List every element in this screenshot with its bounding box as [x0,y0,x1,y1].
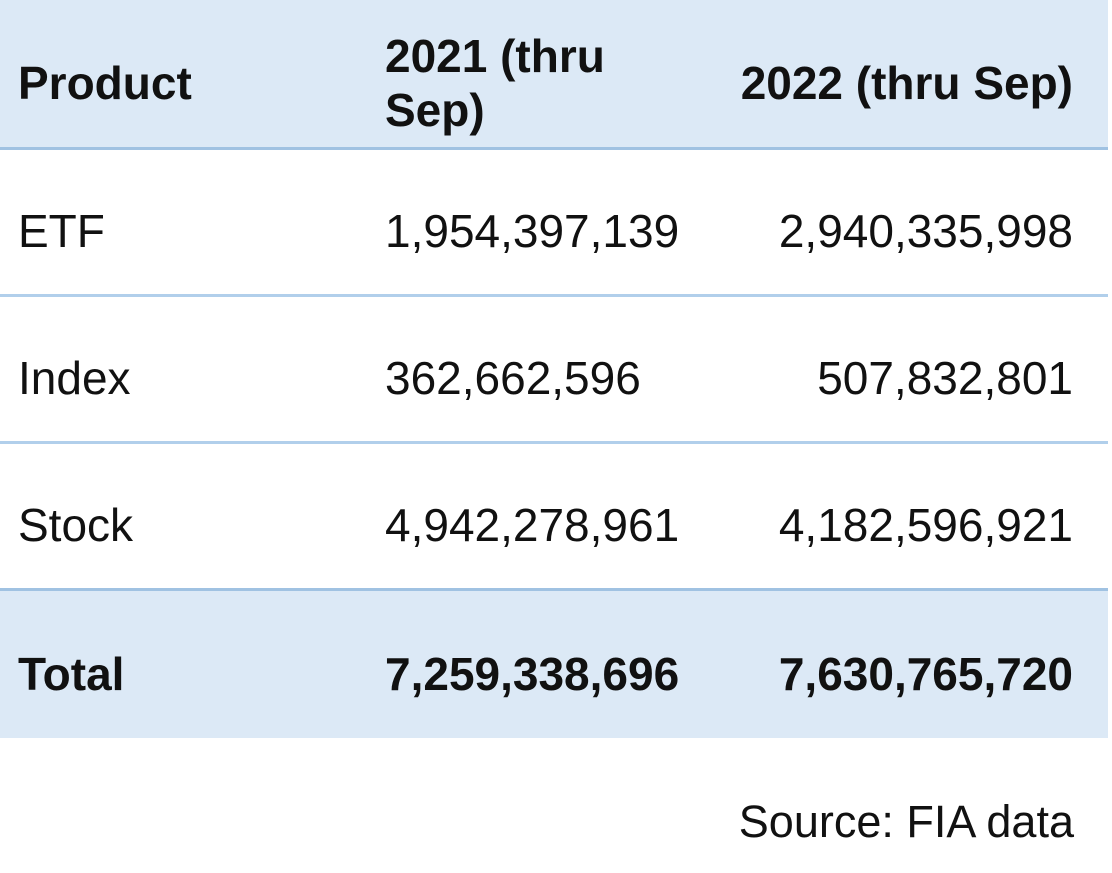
header-2022: 2022 (thru Sep) [740,56,1073,109]
value-2022-cell: 2,940,335,998 [778,205,1073,257]
value-2022-cell: 4,182,596,921 [778,499,1073,551]
product-cell: Stock [18,499,134,551]
product-cell: ETF [18,205,105,257]
volume-table: Product 2021 (thru Sep) 2022 (thru Sep) … [0,0,1108,738]
value-2021-cell: 362,662,596 [385,352,641,404]
value-2021-cell: 1,954,397,139 [385,205,680,257]
value-2021-cell: 4,942,278,961 [385,499,680,551]
value-2022-cell: 507,832,801 [817,352,1073,404]
header-2021: 2021 (thru Sep) [385,29,605,136]
source-note: Source: FIA data [738,796,1074,847]
total-2021-cell: 7,259,338,696 [385,647,680,700]
table-row-index: Index 362,662,596 507,832,801 [0,297,1108,444]
table-total-row: Total 7,259,338,696 7,630,765,720 [0,591,1108,738]
product-cell: Index [18,352,131,404]
header-product: Product [18,56,192,109]
total-2022-cell: 7,630,765,720 [778,647,1073,700]
table-row-etf: ETF 1,954,397,139 2,940,335,998 [0,150,1108,297]
total-label-cell: Total [18,647,125,700]
table-row-stock: Stock 4,942,278,961 4,182,596,921 [0,444,1108,591]
table-header-row: Product 2021 (thru Sep) 2022 (thru Sep) [0,0,1108,150]
